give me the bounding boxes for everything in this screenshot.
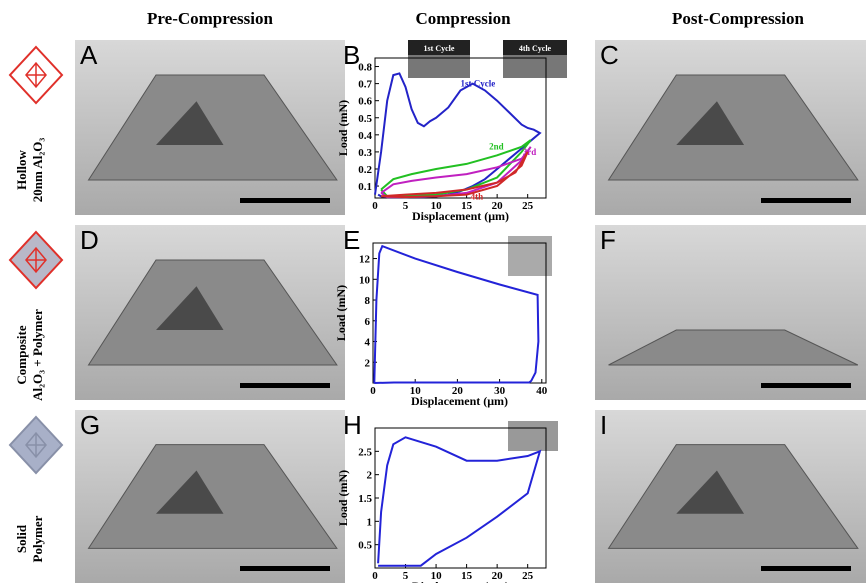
series-label: 4th <box>471 191 484 201</box>
scale-bar <box>761 566 851 571</box>
scale-bar <box>240 566 330 571</box>
y-tick-label: 0.5 <box>358 113 372 125</box>
y-axis-label: Load (mN) <box>336 100 350 156</box>
sem-window <box>676 101 745 145</box>
series-label: 3rd <box>523 147 537 157</box>
inset-label: 1st Cycle <box>424 44 455 53</box>
sem-window <box>156 470 224 514</box>
row-label: Hollow <box>14 150 29 190</box>
row-label: Composite <box>14 325 29 384</box>
sem-pyramid <box>608 329 859 366</box>
y-tick-label: 1 <box>367 516 373 528</box>
x-tick-label: 0 <box>372 200 378 212</box>
x-tick-label: 20 <box>492 570 504 582</box>
icon <box>25 246 47 274</box>
series-line <box>380 139 532 198</box>
x-tick-label: 0 <box>370 385 376 397</box>
panel-letter: C <box>600 40 619 70</box>
series-line <box>380 146 532 199</box>
row-label: Polymer <box>30 515 45 562</box>
panel-letter: E <box>343 225 360 255</box>
inset-image <box>503 40 567 55</box>
y-tick-label: 2.5 <box>358 446 372 458</box>
x-tick-label: 30 <box>494 385 506 397</box>
column-header: Pre-Compression <box>147 9 273 28</box>
sem-image <box>595 225 866 400</box>
x-axis-label: Displacement (μm) <box>412 579 509 583</box>
y-tick-label: 8 <box>365 295 371 307</box>
y-tick-label: 2 <box>365 357 371 369</box>
y-tick-label: 2 <box>367 470 373 482</box>
series-label: 1st Cycle <box>461 78 496 88</box>
series-line <box>373 244 540 384</box>
panel-letter: A <box>80 40 98 70</box>
x-tick-label: 5 <box>403 200 409 212</box>
x-tick-label: 25 <box>522 570 534 582</box>
series-line <box>374 72 542 199</box>
panel-letter: B <box>343 40 360 70</box>
inset-image <box>508 236 552 276</box>
x-tick-label: 15 <box>461 200 473 212</box>
y-tick-label: 0.7 <box>358 79 372 91</box>
row-label: 20nm Al₂O₃ <box>30 138 45 203</box>
panel-letter: D <box>80 225 99 255</box>
y-tick-label: 12 <box>359 254 371 266</box>
y-tick-label: 0.3 <box>358 147 372 159</box>
column-header: Compression <box>415 9 511 28</box>
x-axis-label: Displacement (μm) <box>411 394 508 408</box>
x-tick-label: 20 <box>492 200 504 212</box>
sem-window <box>156 286 224 330</box>
x-tick-label: 40 <box>536 385 548 397</box>
sem-window <box>156 101 224 145</box>
panel-letter: G <box>80 410 100 440</box>
y-tick-label: 0.6 <box>358 96 372 108</box>
y-tick-label: 0.5 <box>358 540 372 552</box>
panel-letter: F <box>600 225 616 255</box>
y-tick-label: 0.2 <box>358 164 372 176</box>
scale-bar <box>761 198 851 203</box>
scale-bar <box>240 383 330 388</box>
y-tick-label: 0.8 <box>358 62 372 74</box>
inset-image <box>408 40 470 55</box>
inset-label: 4th Cycle <box>519 44 552 53</box>
x-tick-label: 10 <box>431 200 443 212</box>
icon <box>8 45 64 105</box>
x-tick-label: 0 <box>372 570 378 582</box>
x-tick-label: 25 <box>522 200 534 212</box>
inset-image <box>508 421 558 451</box>
x-tick-label: 5 <box>403 570 409 582</box>
panel-letter: H <box>343 410 362 440</box>
row-label: Al₂O₃ + Polymer <box>30 309 45 401</box>
y-axis-label: Load (mN) <box>336 470 350 526</box>
y-tick-label: 10 <box>359 274 371 286</box>
series-line <box>381 151 529 199</box>
sem-window <box>676 470 745 514</box>
scale-bar <box>761 383 851 388</box>
icon <box>25 61 47 89</box>
y-tick-label: 0.4 <box>358 130 372 142</box>
y-tick-label: 0.1 <box>358 181 372 193</box>
scale-bar <box>240 198 330 203</box>
plot-frame <box>374 57 547 199</box>
series-line <box>377 436 542 567</box>
column-header: Post-Compression <box>672 9 804 28</box>
x-tick-label: 10 <box>410 385 422 397</box>
y-tick-label: 1.5 <box>358 493 372 505</box>
series-label: 2nd <box>489 141 504 151</box>
x-tick-label: 15 <box>461 570 473 582</box>
y-tick-label: 6 <box>365 316 371 328</box>
row-label: Solid <box>14 524 29 553</box>
panel-letter: I <box>600 410 607 440</box>
x-tick-label: 20 <box>452 385 464 397</box>
x-tick-label: 10 <box>431 570 443 582</box>
y-tick-label: 4 <box>365 337 371 349</box>
x-axis-label: Displacement (μm) <box>412 209 509 223</box>
icon <box>25 431 47 459</box>
y-axis-label: Load (mN) <box>334 285 348 341</box>
